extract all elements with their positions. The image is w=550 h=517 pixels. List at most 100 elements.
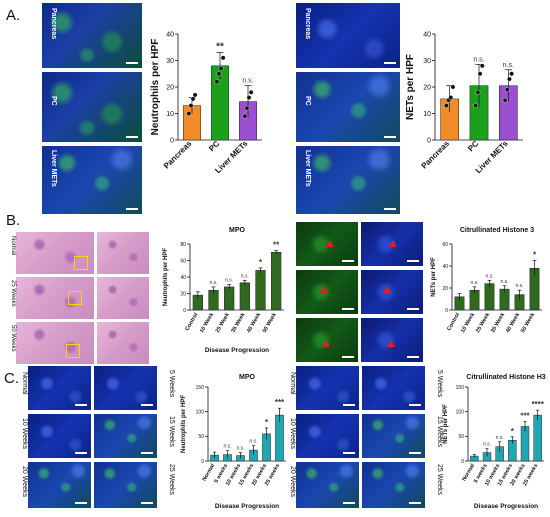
label-c-10: 10 Weeks (21, 418, 28, 449)
significance-label: n.s. (242, 78, 253, 85)
y-tick-label: 0 (427, 137, 431, 144)
data-point (190, 96, 196, 102)
y-axis-label: Neutrophils per HPF (163, 248, 169, 306)
y-axis-label: NETs per HPF (405, 54, 416, 120)
data-point (448, 95, 454, 101)
category-label: Pancreas (162, 139, 194, 171)
fluor-b-blue-2 (361, 270, 423, 314)
data-point (479, 63, 485, 69)
significance-label: n.s. (223, 444, 231, 450)
label-cr-normal: Normal (289, 372, 296, 395)
y-tick-label: 0 (201, 459, 204, 465)
y-tick-label: 0 (170, 137, 174, 144)
significance-label: **** (531, 400, 544, 409)
arrow-marker (326, 240, 334, 247)
label-c-15: 15 Weeks (168, 416, 175, 447)
significance-label: n.s. (485, 273, 493, 279)
he-50weeks-zoom (97, 322, 149, 364)
category-label: 35 Week (230, 311, 247, 334)
category-label: 10 Week (199, 311, 216, 334)
significance-label: * (259, 258, 263, 267)
significance-label: n.s. (473, 56, 484, 63)
roi-box (68, 291, 82, 305)
micrograph-a-pancreas-right (296, 3, 400, 68)
data-point (186, 111, 192, 116)
fluor-c-l-5 (94, 414, 157, 458)
significance-label: * (533, 251, 537, 260)
category-label: 40 Week (246, 311, 263, 334)
fluor-c-r-3 (296, 462, 359, 508)
significance-label: *** (275, 398, 285, 407)
data-point (450, 84, 456, 90)
roi-box (66, 344, 80, 358)
chart-title: Citrullinated Histone H3 (466, 374, 545, 381)
category-label: Pancreas (420, 139, 452, 171)
he-normal (16, 232, 94, 274)
significance-label: n.s. (496, 435, 504, 441)
label-b-normal: Normal (10, 236, 16, 256)
y-tick-label: 10 (423, 111, 431, 118)
data-point (216, 71, 222, 77)
data-point (504, 87, 510, 93)
scale-bar (126, 136, 138, 138)
fluor-b-green-1 (296, 222, 358, 266)
fluor-b-blue-1 (361, 222, 423, 266)
significance-label: n.s. (249, 439, 257, 445)
fluor-b-green-2 (296, 270, 358, 314)
label-c-25: 25 Weeks (168, 464, 175, 495)
y-axis-label: NETs per HPF (443, 404, 449, 444)
y-tick-label: 40 (166, 31, 174, 38)
fluor-c-l-2 (28, 414, 91, 458)
y-axis-label: NETs per HPF (431, 257, 437, 297)
y-tick-label: 20 (180, 291, 186, 297)
y-axis-label: Neutrophils per HPF (181, 395, 187, 453)
data-point (242, 113, 248, 119)
label-a-pc: PC (50, 96, 57, 106)
he-normal-zoom (97, 232, 149, 274)
data-point (244, 105, 250, 111)
category-label: 50 Week (520, 311, 537, 334)
significance-label: n.s. (241, 273, 249, 279)
y-tick-label: 50 (198, 434, 204, 440)
y-tick-label: 60 (180, 258, 186, 264)
fluor-b-green-3 (296, 318, 358, 362)
he-25weeks (16, 277, 94, 319)
significance-label: n.s. (500, 279, 508, 285)
data-point (509, 71, 515, 77)
category-label: 50 Week (262, 311, 279, 334)
chart-title: MPO (229, 227, 246, 234)
roi-box (74, 256, 88, 270)
y-tick-label: 150 (456, 385, 465, 391)
label-b-50: 50 Weeks (10, 325, 16, 352)
category-label: PC (466, 139, 480, 153)
label-c-normal: Normal (21, 372, 28, 395)
fluor-c-l-6 (94, 462, 157, 508)
chart-c-cith3: Citrullinated Histone H3 0 50 100 150 NETs pe… (443, 374, 546, 510)
label-a-pc-r: PC (304, 96, 311, 106)
panel-label-a: A. (6, 7, 21, 24)
arrow-marker (387, 340, 395, 347)
bar (520, 426, 530, 462)
fluor-c-l-1 (28, 366, 91, 410)
x-axis-label: Disease Progression (205, 347, 269, 354)
bar (533, 414, 542, 462)
y-axis-label: Neutrophils per HPF (150, 39, 161, 136)
significance-label: n.s. (483, 442, 491, 448)
data-point (477, 71, 483, 77)
label-cr-20: 20 Weeks (289, 466, 296, 497)
fluor-c-r-4 (362, 366, 425, 410)
scale-bar (384, 208, 396, 210)
data-point (475, 89, 481, 95)
data-point (443, 103, 449, 108)
x-axis-label: Disease Progression (474, 503, 538, 510)
y-tick-label: 0 (445, 308, 448, 314)
chart-title: MPO (239, 374, 256, 381)
fluor-c-l-4 (94, 366, 157, 410)
arrow-marker (320, 286, 328, 293)
significance-label: n.s. (236, 446, 244, 452)
category-label: Control (185, 312, 200, 332)
micrograph-a-pc-left (42, 72, 142, 142)
